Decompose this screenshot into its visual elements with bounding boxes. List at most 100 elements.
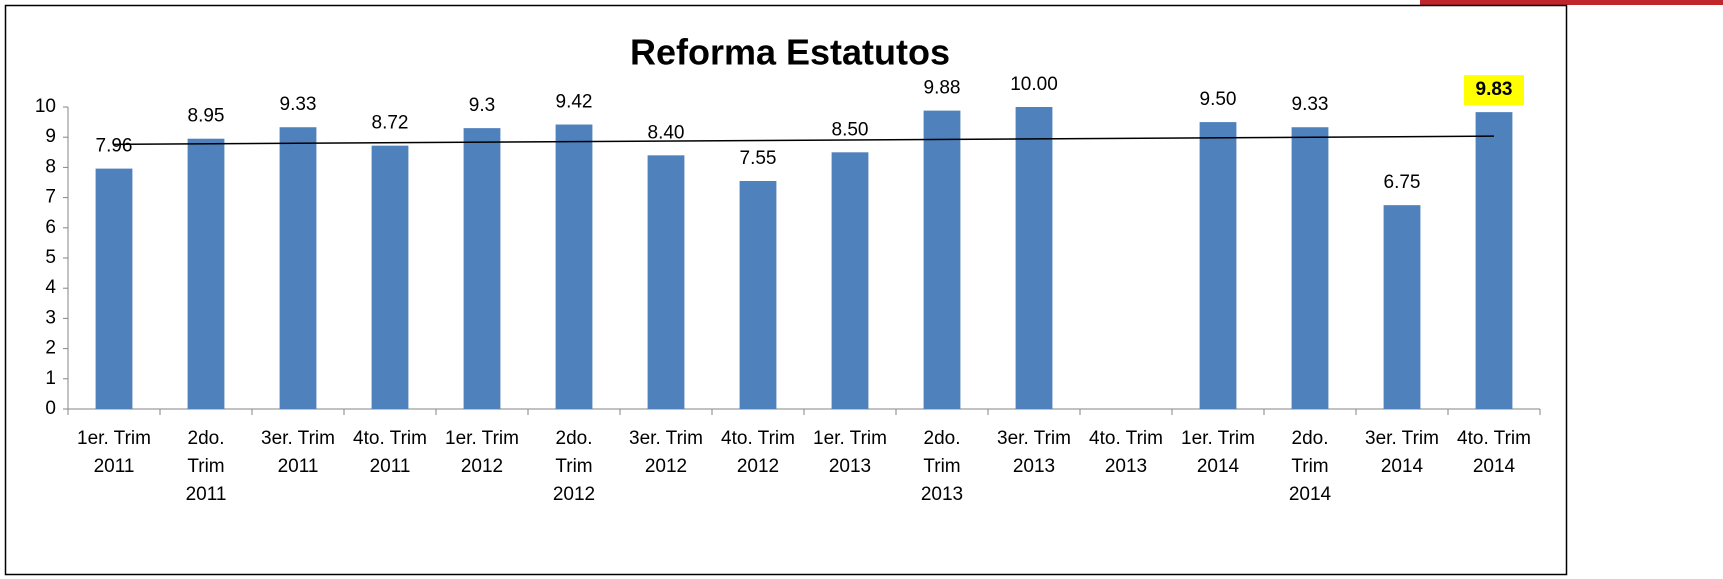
x-tick-label-line: 1er. Trim [813,428,887,449]
bar [371,145,409,409]
bar [95,168,133,409]
value-label: 9.33 [1292,94,1329,115]
x-tick-label: 3er. Trim 2011 [261,428,335,477]
value-label: 8.72 [372,113,409,134]
value-label: 9.3 [469,95,495,116]
x-tick-label-line: 2012 [553,484,595,505]
y-tick-label: 5 [45,247,56,268]
x-tick-label-line: 2do. [924,428,961,449]
value-label: 8.50 [832,119,869,140]
y-tick-label: 3 [45,307,56,328]
x-tick-label: 3er. Trim 2013 [997,428,1071,477]
value-label: 9.50 [1200,89,1237,110]
x-tick-label-line: 2do. [188,428,225,449]
x-tick-label: 2do. Trim 2014 [1289,428,1332,505]
y-tick-label: 2 [45,338,56,359]
x-tick-label: 2do. Trim 2012 [553,428,595,505]
bar [647,155,685,409]
value-label: 9.33 [280,94,317,115]
x-tick-label-line: 2011 [370,456,411,477]
bar [1291,127,1329,409]
x-tick-label-line: 2011 [186,484,227,505]
x-tick-label-line: 2014 [1197,456,1240,477]
y-tick-label: 4 [45,277,56,298]
x-tick-label-line: 4to. Trim [1089,428,1163,449]
x-tick-label-line: Trim [187,456,224,477]
x-tick-label-line: 2013 [921,484,963,505]
x-tick-label-line: Trim [555,456,592,477]
x-tick-label-line: 3er. Trim [261,428,335,449]
x-tick-label-line: 2013 [829,456,871,477]
value-label: 8.40 [648,122,685,143]
value-label: 9.83 [1476,79,1513,100]
x-tick-label-line: 4to. Trim [721,428,795,449]
y-tick-label: 9 [45,126,56,147]
value-label: 9.42 [556,92,593,113]
x-tick-label-line: 2011 [94,456,135,477]
bar [187,138,225,409]
x-tick-label-line: 2014 [1381,456,1424,477]
x-tick-label-line: Trim [923,456,960,477]
x-tick-label-line: 2014 [1473,456,1516,477]
x-tick-label-line: 3er. Trim [1365,428,1439,449]
x-tick-label: 2do. Trim 2013 [921,428,963,505]
x-tick-label-line: 2013 [1013,456,1055,477]
x-tick-label: 3er. Trim 2012 [629,428,703,477]
y-tick-label: 8 [45,156,56,177]
y-tick-label: 0 [45,398,56,419]
accent-bar [1420,0,1723,5]
x-tick-label: 4to. Trim 2013 [1089,428,1163,477]
trendline [113,135,1495,146]
x-tick-label-line: 2011 [278,456,319,477]
x-tick-label: 4to. Trim 2014 [1457,428,1531,477]
x-tick-label: 1er. Trim 2013 [813,428,887,477]
chart-border [4,4,1568,576]
value-label: 8.95 [188,106,225,127]
x-tick-label-line: 3er. Trim [997,428,1071,449]
y-tick-label: 7 [45,187,56,208]
x-tick-label: 1er. Trim 2012 [445,428,519,477]
y-tick-label: 1 [45,368,56,389]
x-tick-label: 1er. Trim 2014 [1181,428,1255,477]
value-label: 7.96 [96,136,133,157]
x-tick-label-line: 4to. Trim [353,428,427,449]
value-label: 9.88 [924,78,961,99]
x-tick-label-line: 2013 [1105,456,1147,477]
bar [279,127,317,409]
x-tick-label-line: 2012 [737,456,779,477]
bar [555,124,593,410]
x-tick-label: 3er. Trim 2014 [1365,428,1439,477]
value-label: 7.55 [740,148,777,169]
chart-title: Reforma Estatutos [630,32,950,73]
x-tick-label-line: 2do. [1292,428,1329,449]
x-tick-label-line: 1er. Trim [445,428,519,449]
bar [739,180,777,409]
x-tick-label-line: 2012 [645,456,687,477]
x-tick-label-line: 2014 [1289,484,1332,505]
x-tick-label-line: 2do. [556,428,593,449]
bar [923,110,961,410]
x-tick-label: 1er. Trim 2011 [77,428,151,477]
x-tick-label-line: 2012 [461,456,503,477]
x-tick-label-line: 1er. Trim [1181,428,1255,449]
bar [831,152,869,410]
bar [1383,205,1421,409]
x-tick-label-line: Trim [1291,456,1328,477]
x-tick-label-line: 3er. Trim [629,428,703,449]
y-tick-label: 6 [45,217,56,238]
y-tick-label: 10 [35,96,56,117]
value-label: 6.75 [1384,172,1421,193]
x-tick-label: 2do. Trim 2011 [186,428,227,505]
x-tick-label: 4to. Trim 2011 [353,428,427,477]
bar [1199,122,1237,409]
x-tick-label-line: 4to. Trim [1457,428,1531,449]
bar [1475,112,1513,409]
bar [1015,107,1053,409]
value-label: 10.00 [1010,74,1058,95]
x-tick-label-line: 1er. Trim [77,428,151,449]
x-tick-label: 4to. Trim 2012 [721,428,795,477]
bar [463,128,501,409]
value-label-highlight [1464,75,1524,106]
